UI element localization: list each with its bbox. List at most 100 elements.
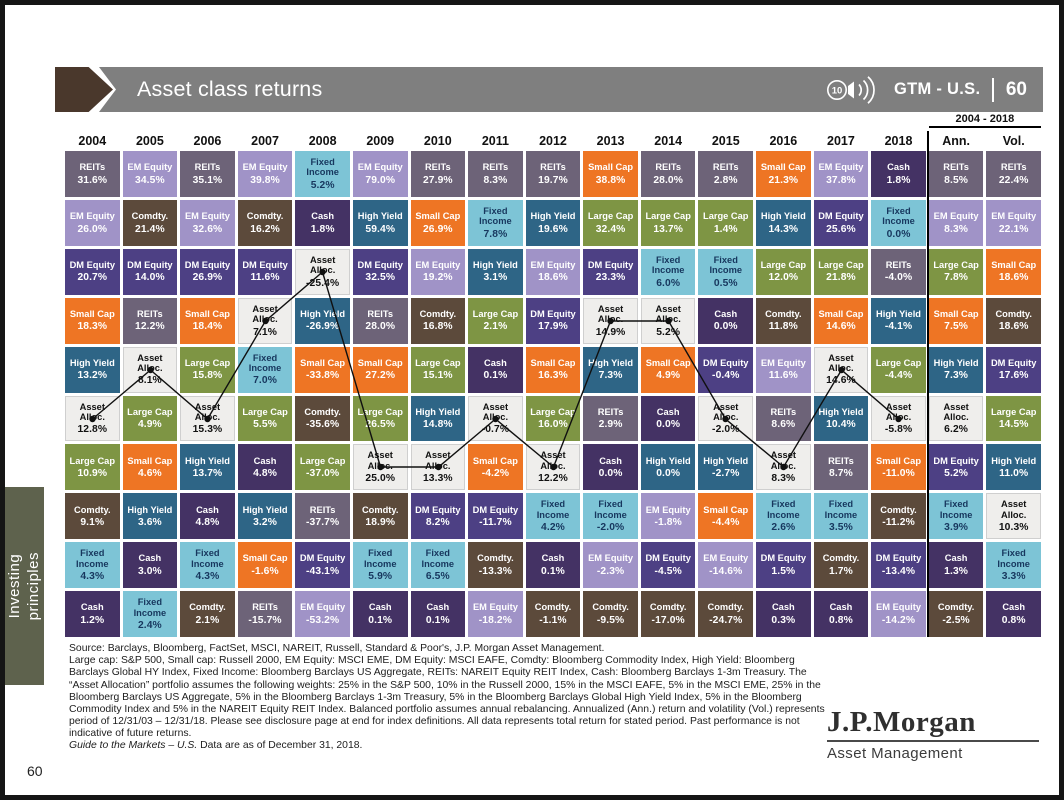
asset-label: DM Equity — [357, 260, 403, 271]
asset-return-value: 1.5% — [771, 565, 796, 577]
asset-label: REITs — [79, 162, 106, 173]
asset-cell-2009-3: DM Equity 32.5% — [352, 248, 408, 295]
asset-label: Large Cap — [127, 406, 173, 417]
asset-cell-vol-5: DM Equity 17.6% — [986, 346, 1041, 393]
asset-label: Small Cap — [818, 308, 864, 319]
asset-return-value: 1.8% — [310, 223, 335, 235]
asset-cell-2016-2: High Yield 14.3% — [756, 199, 811, 246]
asset-cell-2007-1: EM Equity 39.8% — [237, 151, 293, 197]
asset-label: DM Equity — [760, 553, 807, 564]
asset-return-value: 11.6% — [250, 272, 280, 284]
asset-label: Cash — [771, 602, 795, 613]
asset-label: Cash — [484, 357, 507, 368]
asset-return-value: 5.9% — [368, 571, 393, 583]
asset-return-value: 18.6% — [998, 321, 1029, 333]
asset-cell-2015-6: Asset Alloc. -2.0% — [698, 395, 754, 442]
asset-return-value: 38.8% — [595, 174, 626, 186]
column-header-2005: 2005 — [135, 134, 164, 148]
asset-return-value: 6.5% — [425, 571, 450, 583]
asset-label: EM Equity — [69, 211, 115, 222]
asset-cell-2012-8: Fixed Income 4.2% — [525, 493, 581, 540]
asset-return-value: -14.6% — [709, 565, 743, 577]
asset-label: Small Cap — [242, 553, 288, 564]
asset-label: Comdty. — [649, 602, 687, 613]
asset-label: Small Cap — [645, 357, 691, 368]
asset-return-value: 11.6% — [768, 370, 798, 382]
asset-label: Comdty. — [592, 602, 629, 613]
asset-return-value: 2.9% — [598, 419, 623, 431]
asset-label: High Yield — [818, 406, 864, 417]
asset-return-value: 12.0% — [768, 272, 799, 284]
asset-label: Fixed Income — [939, 499, 973, 520]
asset-cell-2005-3: DM Equity 14.0% — [122, 248, 178, 295]
asset-label: Comdty. — [477, 553, 514, 564]
asset-label: EM Equity — [760, 357, 806, 368]
asset-cell-2006-5: Large Cap 15.8% — [180, 346, 235, 393]
asset-label: Cash — [714, 308, 738, 319]
asset-cell-2005-9: Cash 3.0% — [122, 542, 178, 589]
asset-return-value: -53.2% — [306, 614, 340, 626]
asset-label: Fixed Income — [191, 548, 224, 569]
asset-label: REITs — [597, 406, 624, 417]
asset-cell-2012-4: DM Equity 17.9% — [525, 297, 581, 344]
audio-annotation-icon[interactable]: 10 — [826, 74, 880, 106]
column-header-2013: 2013 — [596, 134, 625, 148]
asset-label: Large Cap — [703, 211, 749, 222]
asset-label: REITs — [943, 162, 969, 173]
asset-cell-2006-6: Asset Alloc. 15.3% — [180, 395, 235, 442]
asset-label: High Yield — [69, 357, 115, 368]
asset-cell-2011-3: High Yield 3.1% — [468, 248, 523, 295]
asset-cell-2011-2: Fixed Income 7.8% — [468, 199, 523, 246]
asset-label: Comdty. — [765, 308, 802, 319]
asset-cell-2018-7: Small Cap -11.0% — [871, 444, 926, 491]
asset-return-value: 11.0% — [999, 468, 1029, 480]
asset-cell-2010-2: Small Cap 26.9% — [410, 199, 466, 246]
asset-return-value: -2.7% — [712, 468, 740, 480]
asset-return-value: 10.9% — [77, 468, 108, 480]
asset-return-value: -11.0% — [882, 468, 915, 480]
asset-cell-2008-2: Cash 1.8% — [295, 199, 350, 246]
asset-return-value: 3.2% — [253, 516, 277, 528]
asset-return-value: 28.0% — [365, 321, 396, 333]
asset-label: EM Equity — [818, 162, 864, 173]
asset-cell-vol-7: High Yield 11.0% — [986, 444, 1041, 491]
asset-return-value: 8.5% — [944, 174, 969, 186]
asset-cell-2015-3: Fixed Income 0.5% — [698, 248, 754, 295]
audio-badge-number: 10 — [832, 85, 843, 96]
column-header-2014: 2014 — [654, 134, 683, 148]
asset-cell-2007-8: High Yield 3.2% — [237, 493, 293, 540]
asset-cell-2010-4: Comdty. 16.8% — [410, 297, 466, 344]
asset-cell-2014-5: Small Cap 4.9% — [640, 346, 696, 393]
asset-cell-2018-2: Fixed Income 0.0% — [871, 199, 926, 246]
asset-cell-vol-8: Asset Alloc. 10.3% — [986, 493, 1041, 540]
asset-return-value: -0.4% — [712, 370, 740, 382]
asset-return-value: -14.2% — [881, 614, 916, 626]
asset-return-value: 18.6% — [998, 272, 1029, 284]
asset-return-value: 16.3% — [538, 370, 568, 382]
column-header-2010: 2010 — [423, 134, 452, 148]
asset-label: Cash — [196, 504, 219, 515]
asset-return-value: 26.9% — [192, 272, 223, 284]
asset-return-value: 25.0% — [365, 473, 396, 485]
asset-label: DM Equity — [587, 260, 634, 271]
asset-cell-2013-1: Small Cap 38.8% — [583, 151, 638, 197]
asset-return-value: 3.1% — [483, 272, 508, 284]
asset-cell-2010-7: Asset Alloc. 13.3% — [410, 444, 466, 491]
asset-cell-2008-5: Small Cap -33.8% — [295, 346, 350, 393]
asset-label: DM Equity — [184, 260, 231, 271]
asset-return-value: 2.4% — [137, 619, 162, 631]
asset-label: Asset Alloc. — [482, 401, 509, 422]
asset-label: REITs — [367, 308, 394, 319]
asset-return-value: 16.0% — [538, 419, 568, 431]
asset-cell-2018-10: EM Equity -14.2% — [871, 591, 926, 637]
asset-cell-2010-6: High Yield 14.8% — [410, 395, 466, 442]
asset-label: Comdty. — [534, 602, 572, 613]
asset-cell-2006-7: High Yield 13.7% — [180, 444, 235, 491]
asset-cell-2011-9: Comdty. -13.3% — [468, 542, 523, 589]
asset-cell-2016-10: Cash 0.3% — [756, 591, 811, 637]
asset-label: High Yield — [588, 357, 634, 368]
asset-return-value: 4.6% — [137, 468, 162, 480]
asset-cell-2018-6: Asset Alloc. -5.8% — [871, 395, 926, 442]
asset-return-value: -2.0% — [596, 522, 625, 534]
